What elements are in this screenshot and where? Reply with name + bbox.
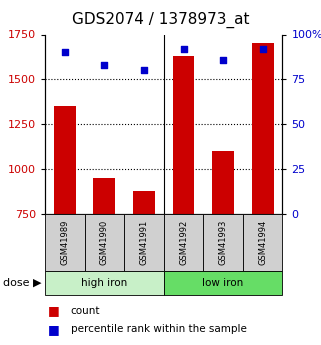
Point — [181, 46, 186, 52]
Text: dose ▶: dose ▶ — [3, 278, 42, 288]
Text: high iron: high iron — [81, 278, 127, 288]
Text: GSM41990: GSM41990 — [100, 220, 109, 265]
Text: ■: ■ — [48, 304, 60, 317]
Bar — [173, 56, 195, 214]
Text: ■: ■ — [48, 323, 60, 336]
Bar — [252, 43, 273, 214]
Point — [102, 62, 107, 68]
Point — [141, 68, 146, 73]
Text: GSM41992: GSM41992 — [179, 220, 188, 265]
Bar — [54, 106, 76, 214]
Text: percentile rank within the sample: percentile rank within the sample — [71, 325, 247, 334]
Point — [62, 50, 67, 55]
Text: GSM41994: GSM41994 — [258, 220, 267, 265]
Text: GSM41989: GSM41989 — [60, 220, 69, 265]
Point — [221, 57, 226, 62]
Bar — [212, 151, 234, 214]
Point — [260, 46, 265, 52]
Text: GSM41993: GSM41993 — [219, 220, 228, 265]
Text: count: count — [71, 306, 100, 315]
Bar — [93, 178, 115, 214]
Text: low iron: low iron — [203, 278, 244, 288]
Bar — [133, 190, 155, 214]
Text: GSM41991: GSM41991 — [139, 220, 148, 265]
Text: GDS2074 / 1378973_at: GDS2074 / 1378973_at — [72, 12, 249, 28]
